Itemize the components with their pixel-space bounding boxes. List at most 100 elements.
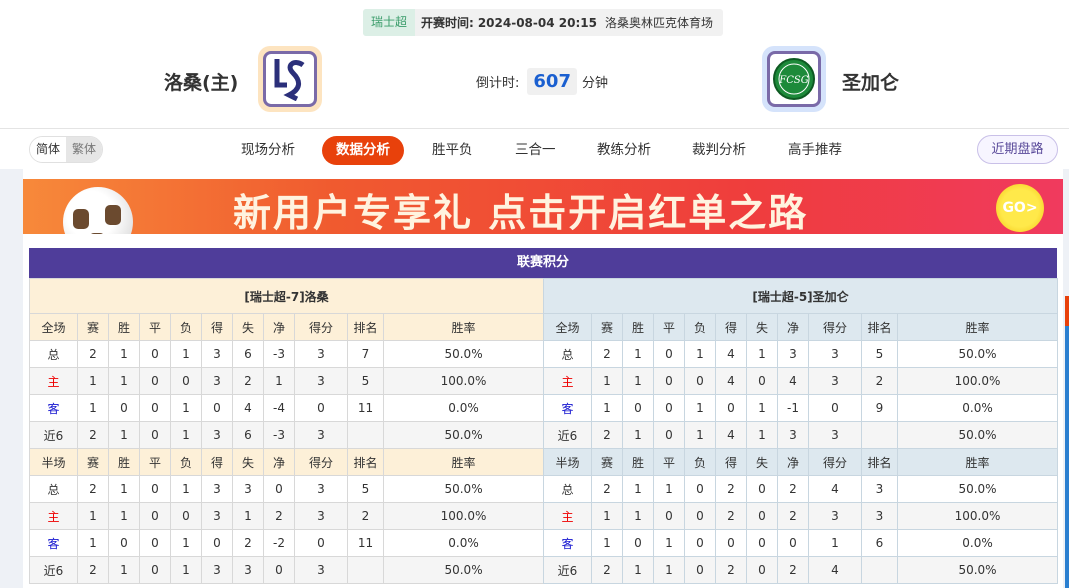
team-standing-header: [瑞士超-5]圣加仑 [542, 278, 1059, 314]
table-cell: 0 [746, 529, 778, 557]
st-gallen-logo-icon: FCSG [773, 58, 815, 100]
home-team-name[interactable]: 洛桑(主) [164, 72, 239, 94]
table-cell: 0 [777, 529, 809, 557]
column-header: 得分 [808, 313, 862, 341]
table-cell: 1 [170, 556, 202, 584]
tab-win-draw-lose[interactable]: 胜平负 [432, 142, 473, 158]
table-cell: -3 [263, 340, 295, 368]
tab-coach-analysis[interactable]: 教练分析 [597, 142, 651, 158]
table-cell: 2 [861, 367, 898, 395]
table-cell: 50.0% [382, 340, 545, 368]
table-cell [861, 556, 898, 584]
table-cell: 0 [684, 367, 716, 395]
table-cell: 0 [684, 529, 716, 557]
column-header: 平 [653, 448, 685, 476]
table-cell: 0 [139, 394, 171, 422]
lang-simplified[interactable]: 简体 [30, 137, 67, 162]
column-header: 半场 [543, 448, 592, 476]
column-header: 得 [201, 448, 233, 476]
table-cell: 1 [622, 475, 654, 503]
table-cell: 2 [232, 367, 264, 395]
table-cell: 1 [77, 394, 109, 422]
side-widget-tab[interactable] [1065, 296, 1069, 326]
column-header: 赛 [591, 313, 623, 341]
away-logo-lettering: FCSG [778, 75, 808, 86]
tab-referee-analysis[interactable]: 裁判分析 [692, 142, 746, 158]
table-row: 近6 2 1 1 0 2 0 2 4 50.0% [543, 556, 1059, 584]
table-cell: 1 [653, 529, 685, 557]
table-cell: 0 [715, 394, 747, 422]
table-cell: 6 [861, 529, 898, 557]
table-cell: 2 [777, 475, 809, 503]
table-cell: 0 [684, 556, 716, 584]
table-cell: 3 [201, 367, 233, 395]
column-header: 得分 [808, 448, 862, 476]
table-cell: 1 [170, 475, 202, 503]
row-label: 主 [543, 367, 592, 395]
column-header-row: 全场赛胜平负得失净得分 排名 胜率 [29, 313, 545, 341]
column-header: 平 [139, 448, 171, 476]
tab-three-in-one[interactable]: 三合一 [515, 142, 556, 158]
table-cell: 1 [622, 340, 654, 368]
column-header-row: 半场赛胜平负得失净得分 排名 胜率 [29, 448, 545, 476]
tab-data-analysis[interactable]: 数据分析 [322, 136, 404, 165]
column-header: 排名 [347, 313, 384, 341]
league-standings: 联赛积分 [瑞士超-7]洛桑 全场赛胜平负得失净得分 排名 胜率总 2 1 0 1 3 6 -3 3 7… [28, 248, 1059, 584]
column-header: 全场 [29, 313, 78, 341]
table-cell: 4 [715, 340, 747, 368]
table-cell: 2 [77, 475, 109, 503]
table-row: 客 1 0 1 0 0 0 0 1 6 0.0% [543, 529, 1059, 557]
column-header: 失 [232, 448, 264, 476]
table-cell: 50.0% [382, 475, 545, 503]
column-header-row: 半场赛胜平负得失净得分 排名 胜率 [543, 448, 1059, 476]
table-cell: 0 [684, 475, 716, 503]
league-badge[interactable]: 瑞士超 [363, 9, 416, 36]
countdown-unit: 分钟 [581, 76, 608, 91]
kickoff-time: 2024-08-04 20:15 [477, 15, 597, 30]
lang-traditional[interactable]: 繁体 [66, 137, 103, 162]
table-cell: 1 [108, 421, 140, 449]
table-cell: 1 [108, 367, 140, 395]
table-cell: -1 [777, 394, 809, 422]
table-cell: 1 [808, 529, 862, 557]
home-team-logo[interactable] [258, 46, 322, 112]
table-cell: 6 [232, 340, 264, 368]
column-header: 排名 [347, 448, 384, 476]
side-widget-panel[interactable] [1065, 326, 1069, 588]
promo-banner[interactable]: 新用户专享礼 点击开启红单之路 GO> [23, 179, 1063, 234]
recent-handicap-button[interactable]: 近期盘路 [977, 135, 1058, 164]
column-header: 胜 [108, 448, 140, 476]
go-coin-icon[interactable]: GO> [996, 184, 1044, 232]
column-header: 净 [263, 313, 295, 341]
table-cell: 50.0% [896, 340, 1059, 368]
table-cell: 4 [808, 556, 862, 584]
table-cell: 0 [139, 529, 171, 557]
table-cell: 11 [347, 394, 384, 422]
away-team-logo[interactable]: FCSG [762, 46, 826, 112]
column-header: 半场 [29, 448, 78, 476]
column-header: 失 [746, 313, 778, 341]
table-cell: 1 [591, 502, 623, 530]
column-header: 胜 [108, 313, 140, 341]
table-cell: 4 [232, 394, 264, 422]
standings-title: 联赛积分 [29, 248, 1057, 278]
table-cell: 3 [861, 475, 898, 503]
table-cell: 0.0% [382, 394, 545, 422]
table-cell: 1 [77, 502, 109, 530]
table-cell: 9 [861, 394, 898, 422]
column-header: 负 [684, 313, 716, 341]
tab-expert-picks[interactable]: 高手推荐 [788, 142, 842, 158]
table-cell: 1 [77, 529, 109, 557]
column-header: 净 [777, 448, 809, 476]
away-team-name[interactable]: 圣加仑 [842, 72, 900, 94]
column-header: 胜率 [896, 448, 1059, 476]
table-cell: 0 [294, 394, 348, 422]
table-row: 总 2 1 1 0 2 0 2 4 3 50.0% [543, 475, 1059, 503]
table-cell: 0 [139, 475, 171, 503]
table-cell: 1 [622, 367, 654, 395]
table-cell: 0.0% [896, 394, 1059, 422]
column-header: 得 [715, 448, 747, 476]
table-cell: 11 [347, 529, 384, 557]
tab-live-analysis[interactable]: 现场分析 [241, 142, 295, 158]
table-cell: 0 [808, 394, 862, 422]
